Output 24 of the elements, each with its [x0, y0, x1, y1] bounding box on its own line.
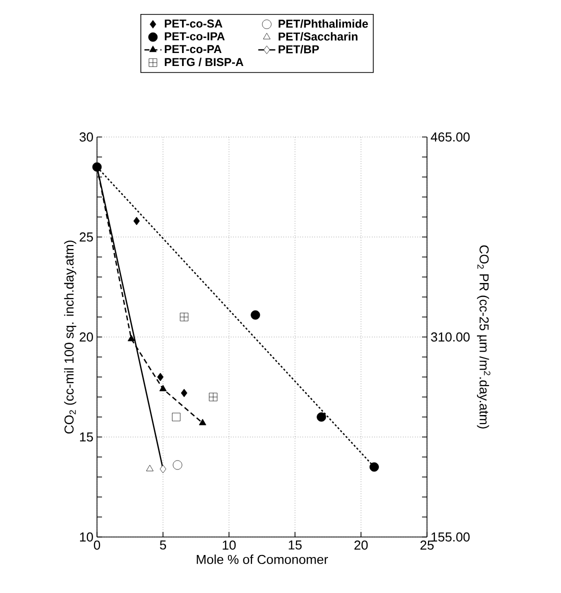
y2-tick-label: 310.00: [431, 332, 470, 342]
y2-axis-title: CO$_{2}$ PR (cc-25 µm /m$^{2}$.day.atm): [476, 245, 490, 428]
legend-label: PETG / BISP-A: [164, 58, 244, 66]
y-axis-title: CO$_{2}$ (cc-mil 100 sq. inch.day.atm): [64, 240, 76, 434]
legend-label: PET/Saccharin: [278, 32, 358, 41]
legend-label: PET/Phthalimide: [278, 19, 368, 28]
y-tick-label: 30: [80, 132, 93, 142]
y-tick-label: 25: [80, 232, 93, 242]
x-tick-label: 15: [288, 540, 302, 550]
x-tick-label: 5: [160, 540, 166, 550]
y-tick-label: 20: [80, 332, 93, 342]
legend-label: PET-co-IPA: [164, 32, 225, 40]
y-tick-label: 10: [80, 532, 93, 542]
x-tick-label: 20: [354, 540, 368, 550]
y2-tick-label: 155.00: [432, 532, 470, 542]
legend-label: PET-co-SA: [164, 20, 222, 28]
x-tick-label: 25: [420, 540, 434, 550]
y-tick-label: 15: [80, 432, 93, 442]
x-tick-label: 0: [94, 540, 100, 550]
y2-tick-label: 465.00: [430, 132, 470, 142]
legend-label: PET-co-PA: [164, 45, 222, 54]
legend-label: PET/BP: [278, 44, 319, 54]
x-tick-label: 10: [222, 540, 236, 550]
x-axis-title: Mole % of Comonomer: [196, 554, 328, 564]
